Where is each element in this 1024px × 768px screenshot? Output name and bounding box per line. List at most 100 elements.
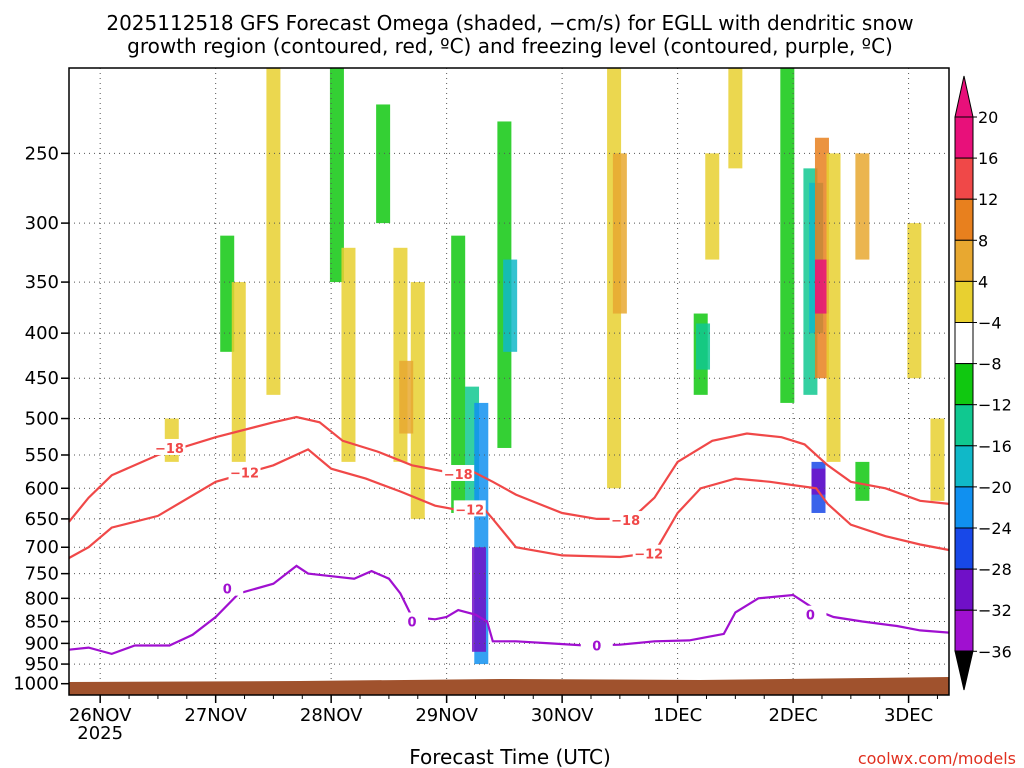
x-tick-label-7: 3DEC (884, 705, 933, 726)
x-axis-label: Forecast Time (UTC) (409, 745, 611, 768)
colorbar-swatch-9 (954, 486, 974, 529)
watermark: coolwx.com/models (858, 749, 1016, 768)
x-year-label: 2025 (77, 723, 123, 744)
omega-cell-32 (907, 223, 922, 379)
contour-label-bg-2-1 (395, 612, 428, 629)
omega-cell-22 (780, 68, 795, 403)
temperature-contours: −18 −18 −18 −12 −12 −12 0 0 0 0 (68, 415, 950, 656)
plot-frame (68, 67, 950, 696)
chart-title-line-1: 2025112518 GFS Forecast Omega (shaded, −… (106, 11, 913, 35)
omega-cell-10 (451, 235, 466, 513)
contour-label-0-0: −18 (155, 442, 184, 457)
colorbar-swatch-6 (954, 363, 974, 406)
x-tick-label-0: 26NOV (69, 705, 132, 726)
x-tick-label-5: 1DEC (653, 705, 702, 726)
y-tick-label-650: 650 (25, 509, 59, 530)
contour-label-bg-0-1 (442, 464, 475, 481)
x-tick-label-6: 2DEC (768, 705, 817, 726)
omega-cell-3 (266, 68, 281, 395)
contour-label-bg-0-2 (609, 511, 642, 528)
contour-label-bg-2-3 (794, 605, 827, 622)
colorbar-swatch-11 (954, 568, 974, 611)
x-tick-label-3: 29NOV (415, 705, 478, 726)
colorbar-label-9: −20 (978, 478, 1012, 497)
colorbar-label-10: −24 (978, 519, 1012, 538)
omega-cell-33 (930, 418, 945, 501)
y-tick-label-1000: 1000 (13, 674, 59, 695)
colorbar-swatch-10 (954, 527, 974, 570)
contour-line-2 (68, 564, 950, 656)
omega-cell-21 (728, 68, 743, 169)
omega-cell-29 (826, 153, 841, 462)
y-tick-label-600: 600 (25, 478, 59, 499)
colorbar-swatch-3 (954, 239, 974, 282)
colorbar-swatch-2 (954, 198, 974, 241)
contour-label-1-1: −12 (455, 503, 484, 518)
colorbar-label-5: −4 (978, 314, 1002, 333)
omega-cell-9 (399, 360, 414, 434)
y-tick-label-350: 350 (25, 272, 59, 293)
omega-cell-19 (696, 323, 711, 370)
omega-cell-2 (231, 282, 246, 462)
colorbar-label-6: −8 (978, 355, 1002, 374)
colorbar-label-12: −32 (978, 601, 1012, 620)
time-axis: 26NOV 27NOV 28NOV 29NOV 30NOV 1DEC 2DEC 3DEC 202… (69, 695, 938, 744)
omega-cell-1 (220, 235, 235, 352)
y-tick-label-550: 550 (25, 445, 59, 466)
contour-label-bg-1-0 (228, 463, 261, 480)
colorbar-swatch-8 (954, 445, 974, 488)
colorbar-label-7: −12 (978, 396, 1012, 415)
y-tick-label-700: 700 (25, 537, 59, 558)
y-tick-label-300: 300 (25, 213, 59, 234)
colorbar-label-3: 8 (978, 231, 988, 250)
colorbar-label-4: 4 (978, 272, 988, 291)
contour-label-2-3: 0 (806, 609, 815, 624)
omega-cell-25 (814, 137, 829, 379)
omega-cell-4 (329, 68, 344, 283)
chart-title-line-2: growth region (contoured, red, ºC) and f… (127, 34, 893, 58)
contour-label-2-0: 0 (223, 583, 232, 598)
contour-label-0-1: −18 (444, 468, 473, 483)
contour-label-0-2: −18 (611, 514, 640, 529)
colorbar-swatch-5 (954, 322, 974, 365)
y-tick-label-400: 400 (25, 323, 59, 344)
y-tick-label-750: 750 (25, 564, 59, 585)
contour-label-1-0: −12 (230, 467, 259, 482)
y-tick-label-500: 500 (25, 409, 59, 430)
omega-cell-17 (612, 153, 627, 314)
colorbar-label-8: −16 (978, 437, 1012, 456)
colorbar-top-arrow (954, 75, 974, 118)
colorbar-label-1: 16 (978, 149, 998, 168)
contour-label-bg-2-0 (211, 579, 244, 596)
x-tick-label-4: 30NOV (531, 705, 594, 726)
omega-cell-26 (814, 259, 829, 314)
colorbar-swatch-0 (954, 116, 974, 159)
y-tick-label-950: 950 (25, 654, 59, 675)
colorbar-legend: 20 16 12 8 4 −4 −8 −12 −16 −20 −24 −28 −32 −36 (954, 75, 1012, 691)
contour-label-bg-1-2 (632, 544, 665, 561)
omega-cell-5 (341, 247, 356, 462)
colorbar-swatch-4 (954, 280, 974, 323)
colorbar-swatch-1 (954, 157, 974, 200)
contour-line-0 (68, 415, 950, 523)
y-tick-label-800: 800 (25, 588, 59, 609)
contour-label-1-2: −12 (634, 548, 663, 563)
omega-cell-6 (376, 104, 391, 224)
omega-cell-31 (855, 461, 870, 501)
x-tick-label-2: 28NOV (300, 705, 363, 726)
colorbar-label-0: 20 (978, 108, 998, 127)
terrain-surface (69, 677, 949, 695)
y-tick-label-450: 450 (25, 368, 59, 389)
y-tick-label-250: 250 (25, 143, 59, 164)
colorbar-swatch-12 (954, 609, 974, 652)
contour-label-bg-2-2 (580, 636, 613, 653)
x-tick-label-1: 27NOV (184, 705, 247, 726)
contour-label-bg-0-0 (153, 438, 186, 455)
contour-label-bg-1-1 (453, 500, 486, 517)
colorbar-swatch-7 (954, 404, 974, 447)
y-tick-label-850: 850 (25, 612, 59, 633)
colorbar-label-13: −36 (978, 642, 1012, 661)
omega-cell-30 (855, 153, 870, 260)
colorbar-bottom-arrow (954, 650, 974, 691)
